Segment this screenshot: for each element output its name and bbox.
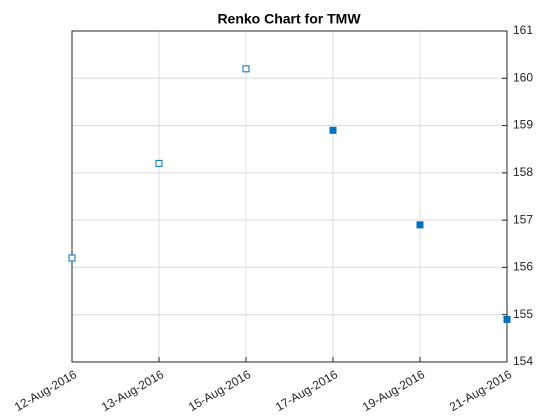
y-tick-label: 156 [513, 260, 533, 274]
y-tick-label: 161 [513, 23, 533, 37]
renko-marker [68, 254, 76, 262]
y-tick-label: 155 [513, 307, 533, 321]
renko-marker [242, 65, 250, 73]
y-tick-label: 157 [513, 212, 533, 226]
renko-marker [329, 126, 337, 134]
y-tick-label: 154 [513, 354, 533, 368]
y-tick-label: 158 [513, 165, 533, 179]
renko-marker [416, 221, 424, 229]
chart-title: Renko Chart for TMW [217, 11, 361, 27]
renko-marker [503, 315, 511, 323]
y-tick-label: 160 [513, 70, 533, 84]
y-tick-label: 159 [513, 118, 533, 132]
plot-box [71, 30, 508, 363]
renko-marker [155, 159, 163, 167]
